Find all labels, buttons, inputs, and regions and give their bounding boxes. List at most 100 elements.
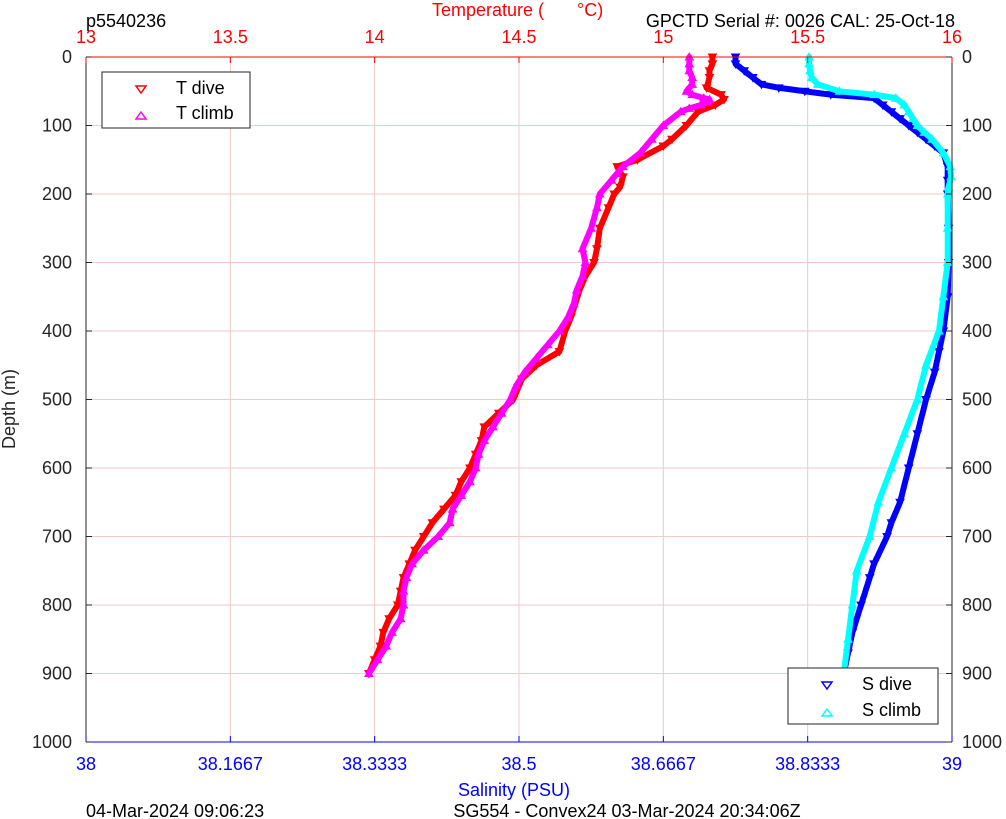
data-point-s-dive: [903, 464, 914, 474]
data-point-t-climb: [594, 188, 605, 198]
data-point-t-dive: [589, 259, 599, 268]
data-point-t-climb: [684, 103, 695, 112]
data-point-t-climb: [618, 161, 628, 171]
data-point-s-climb: [843, 634, 853, 643]
data-point-t-climb: [577, 243, 588, 253]
data-point-t-climb: [571, 284, 582, 294]
data-point-t-dive: [465, 464, 475, 474]
legend-salinity-box: [787, 667, 939, 725]
salinity-tick-label: 39: [942, 754, 962, 774]
data-point-s-dive: [747, 74, 758, 83]
data-point-t-climb: [580, 257, 591, 266]
depth-tick-label-right: 600: [962, 458, 992, 478]
data-point-s-climb: [908, 113, 918, 123]
legend-s-climb-marker: [820, 707, 834, 717]
data-point-t-climb: [612, 168, 623, 177]
data-point-t-climb: [543, 339, 553, 349]
data-point-t-dive: [603, 204, 614, 213]
data-point-s-climb: [806, 72, 817, 82]
data-point-s-climb: [912, 120, 923, 129]
data-point-s-climb: [869, 89, 879, 99]
data-point-s-climb: [890, 93, 901, 102]
depth-tick-label-left: 300: [42, 253, 72, 273]
data-point-t-climb: [401, 572, 412, 582]
data-point-t-dive: [667, 135, 677, 145]
plot-timestamp: 04-Mar-2024 09:06:23: [86, 801, 264, 819]
depth-tick-label-right: 700: [962, 527, 992, 547]
profile-id: p5540236: [86, 11, 166, 31]
data-point-t-dive: [410, 546, 420, 556]
data-point-t-dive: [456, 478, 467, 487]
data-point-s-climb: [942, 223, 953, 232]
data-point-t-dive: [615, 183, 625, 193]
depth-tick-label-right: 800: [962, 595, 992, 615]
series-line-t-climb: [365, 54, 713, 677]
depth-tick-label-left: 100: [42, 116, 72, 136]
salinity-axis-label: Salinity (PSU): [458, 780, 570, 800]
depth-tick-label-right: 400: [962, 321, 992, 341]
data-point-t-climb: [496, 408, 507, 417]
legend-t-dive-marker: [134, 85, 148, 95]
data-point-t-dive: [704, 74, 715, 83]
data-point-t-climb: [407, 558, 418, 568]
data-point-t-climb: [681, 86, 692, 95]
data-point-t-climb: [687, 89, 698, 99]
data-point-t-dive: [418, 533, 429, 542]
data-point-s-dive: [799, 87, 810, 97]
data-point-s-dive: [895, 115, 905, 124]
data-point-s-dive: [929, 368, 940, 378]
legend-s-dive-marker: [820, 681, 834, 691]
temperature-tick-label: 13: [76, 27, 96, 47]
data-point-t-climb: [418, 545, 429, 554]
data-point-t-climb: [395, 613, 406, 623]
depth-tick-label-left: 800: [42, 595, 72, 615]
data-point-s-dive: [886, 519, 897, 528]
depth-tick-label-right: 500: [962, 390, 992, 410]
data-point-t-climb: [372, 654, 383, 664]
data-point-t-climb: [568, 298, 579, 308]
legend-t-climb-marker: [134, 110, 148, 120]
instrument-info: GPCTD Serial #: 0026 CAL: 25-Oct-18: [646, 11, 955, 31]
series-layer: [364, 51, 956, 679]
data-point-t-dive: [592, 245, 602, 254]
temperature-tick-label: 16: [942, 27, 962, 47]
data-point-s-climb: [938, 291, 949, 301]
data-point-t-climb: [505, 394, 516, 403]
data-point-t-dive: [392, 601, 403, 611]
data-point-t-climb: [635, 147, 646, 157]
data-point-s-dive: [877, 101, 888, 110]
data-point-t-dive: [707, 60, 718, 69]
salinity-tick-label: 38.6667: [631, 754, 696, 774]
salinity-tick-label: 38.8333: [775, 754, 840, 774]
data-point-t-climb: [684, 65, 695, 75]
dive-info: SG554 - Convex24 03-Mar-2024 20:34:06Z: [453, 801, 800, 819]
data-point-s-climb: [899, 428, 910, 438]
data-point-s-climb: [927, 134, 937, 143]
data-point-t-climb: [444, 517, 455, 527]
data-point-t-climb: [398, 599, 409, 609]
data-point-s-climb: [912, 394, 923, 403]
data-point-s-dive: [856, 601, 866, 611]
data-point-t-dive: [710, 101, 721, 110]
data-point-s-dive: [921, 396, 931, 405]
data-point-s-climb: [899, 99, 910, 109]
data-point-t-dive: [704, 67, 715, 76]
legend-salinity: S dive S climb: [787, 667, 939, 725]
data-point-t-climb: [456, 490, 467, 499]
depth-tick-label-left: 700: [42, 527, 72, 547]
data-point-s-climb: [847, 599, 858, 609]
data-point-t-climb: [577, 271, 588, 280]
data-point-t-climb: [592, 202, 602, 212]
data-point-s-dive: [864, 574, 875, 583]
data-point-t-climb: [675, 106, 686, 116]
data-point-t-dive: [384, 615, 394, 624]
data-point-s-dive: [934, 348, 944, 357]
data-point-t-climb: [447, 504, 458, 513]
data-point-t-climb: [531, 353, 542, 362]
data-point-s-climb: [873, 497, 884, 506]
data-point-s-climb: [886, 462, 897, 472]
data-point-s-climb: [938, 147, 949, 157]
data-point-t-dive: [554, 348, 565, 357]
legend-t-dive-label: T dive: [176, 78, 225, 98]
data-point-s-dive: [882, 533, 892, 542]
